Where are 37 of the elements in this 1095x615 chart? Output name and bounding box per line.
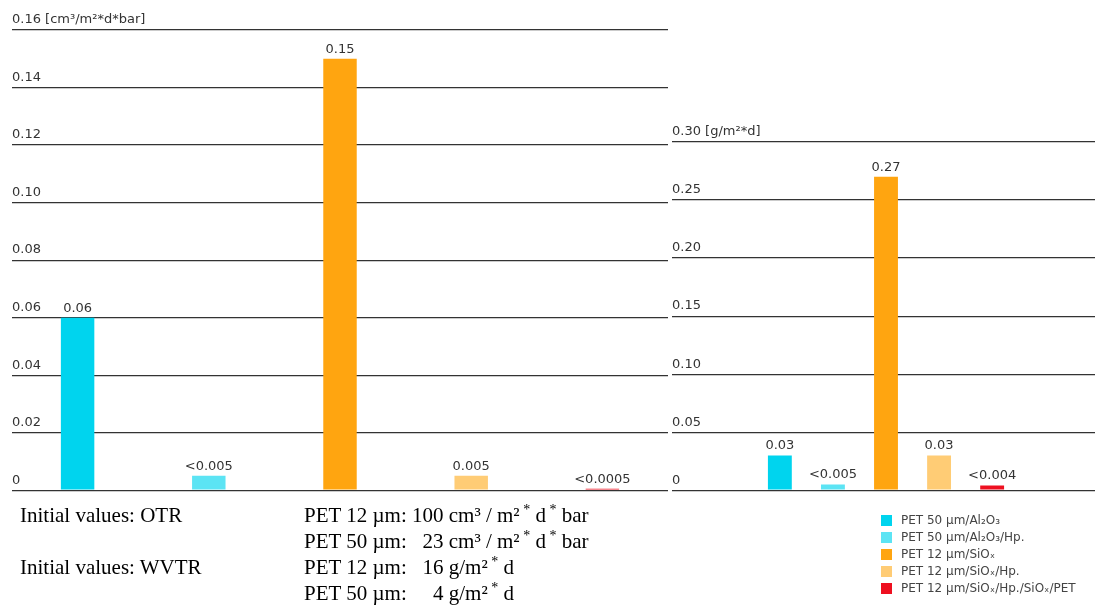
data-label: 0.03 xyxy=(924,437,954,453)
y-tick-label: 0.15 xyxy=(672,297,701,313)
data-label: 0.06 xyxy=(63,299,93,315)
legend-label: PET 50 µm/Al₂O₃/Hp. xyxy=(901,529,1025,546)
data-label: 0.03 xyxy=(765,437,795,453)
y-tick-label: 0.20 xyxy=(672,239,701,255)
y-tick-label: 0.30 [g/m²*d] xyxy=(672,123,761,139)
legend-label: PET 50 µm/Al₂O₃ xyxy=(901,512,1001,529)
y-tick-label: 0.05 xyxy=(672,413,701,429)
y-tick-label: 0.02 xyxy=(12,414,41,430)
data-label: <0.005 xyxy=(184,457,233,473)
text: Initial values: WVTR xyxy=(20,554,203,580)
text: Initial values: OTR xyxy=(20,502,184,528)
data-label: 0.27 xyxy=(871,158,901,174)
legend-label: PET 12 µm/SiOₓ xyxy=(901,546,996,563)
y-tick-label: 0.16 [cm³/m²*d*bar] xyxy=(12,11,146,27)
y-tick-label: 0 xyxy=(12,471,21,487)
data-label: <0.004 xyxy=(968,467,1017,483)
legend-label: PET 12 µm/SiOₓ/Hp./SiOₓ/PET xyxy=(901,580,1076,597)
text: PET 12 µm: 100 cm³ / m² $^{*}$ d $^{*}$ bar xyxy=(304,502,589,528)
data-label: <0.0005 xyxy=(574,470,631,486)
data-label: 0.005 xyxy=(452,457,490,473)
y-tick-label: 0.14 xyxy=(12,68,41,84)
y-tick-label: 0.10 xyxy=(672,355,701,371)
text: PET 12 µm: 16 g/m² $^{*}$ d xyxy=(304,554,514,580)
data-label: <0.005 xyxy=(808,466,857,482)
y-tick-label: 0.25 xyxy=(672,181,701,197)
text: PET 50 µm: 23 cm³ / m² $^{*}$ d $^{*}$ bar xyxy=(304,528,589,554)
y-tick-label: 0.06 xyxy=(12,299,41,314)
y-tick-label: 0.10 xyxy=(12,183,41,199)
y-tick-label: 0.12 xyxy=(12,126,41,142)
y-tick-label: 0.08 xyxy=(12,241,41,257)
data-label: 0.15 xyxy=(325,40,355,56)
text: PET 50 µm: 4 g/m² $^{*}$ d xyxy=(304,580,514,606)
y-tick-label: 0 xyxy=(672,471,681,487)
y-tick-label: 0.04 xyxy=(12,356,41,372)
legend-label: PET 12 µm/SiOₓ/Hp. xyxy=(901,563,1020,580)
